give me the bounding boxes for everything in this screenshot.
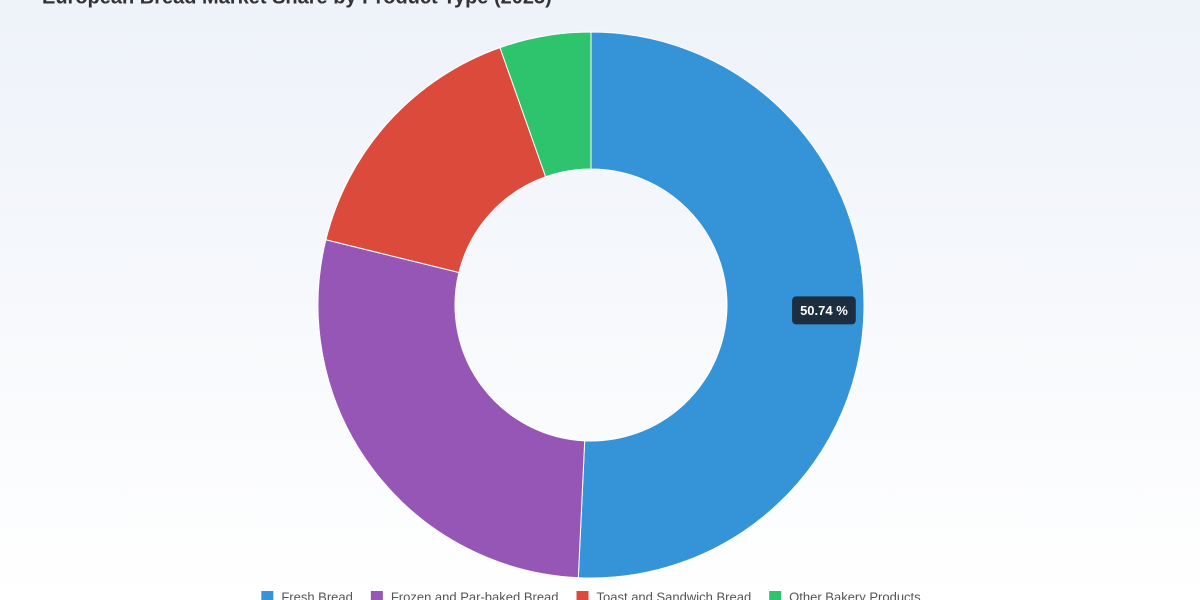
legend-swatch[interactable] — [370, 591, 383, 600]
value-label-box — [792, 296, 856, 325]
legend-label[interactable]: Fresh Bread — [281, 589, 353, 600]
donut-slice[interactable] — [577, 31, 865, 579]
value-label: 50.74 % — [800, 303, 848, 318]
legend-swatch[interactable] — [769, 591, 782, 600]
legend-swatch[interactable] — [576, 591, 589, 600]
legend-label[interactable]: Toast and Sandwich Bread — [597, 589, 752, 600]
legend-label[interactable]: Frozen and Par-baked Bread — [391, 589, 559, 600]
chart-title: European Bread Market Share by Product T… — [42, 0, 552, 8]
donut-slice[interactable] — [499, 31, 592, 178]
legend-swatch[interactable] — [261, 591, 274, 600]
donut-slice[interactable] — [325, 46, 547, 274]
legend-label[interactable]: Other Bakery Products — [789, 589, 921, 600]
donut-slice[interactable] — [317, 239, 586, 579]
